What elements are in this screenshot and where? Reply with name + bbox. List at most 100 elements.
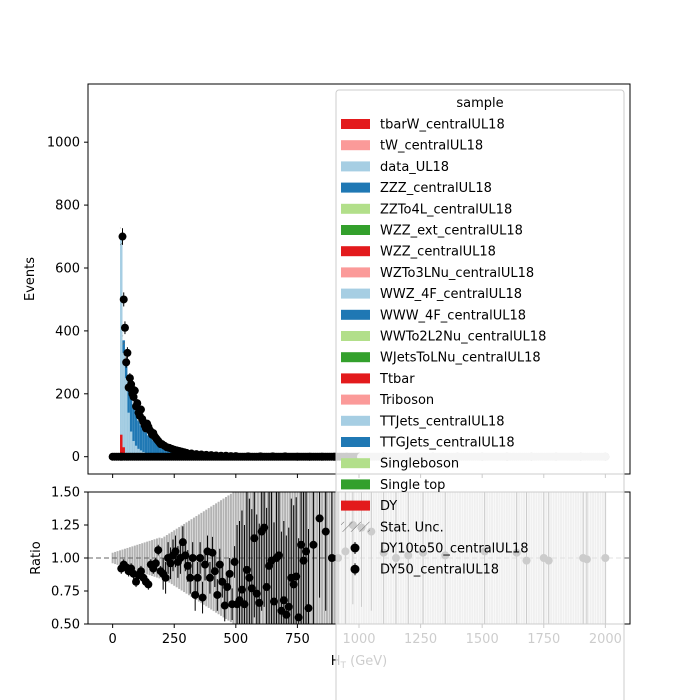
ratio-point-39 [213, 590, 222, 599]
legend-title: sample [456, 96, 503, 111]
data-point-13 [133, 399, 142, 408]
ratio-band-20 [116, 551, 119, 565]
data-point-4 [122, 358, 131, 367]
ratio-y-tick-label-0: 0.50 [51, 618, 80, 633]
bar-0-15 [156, 444, 160, 457]
ratio-point-78 [315, 514, 324, 523]
legend-label-10: WWTo2L2Nu_centralUL18 [380, 330, 546, 345]
legend-label-6: WZZ_centralUL18 [380, 245, 496, 260]
legend-label-20: DY10to50_centralUL18 [380, 542, 529, 557]
bar-0-9 [142, 429, 145, 457]
ratio-y-tick-label-3: 1.25 [51, 519, 80, 534]
main-y-tick-label-4: 800 [55, 199, 80, 214]
ratio-band-510 [237, 492, 240, 624]
legend-swatch-8 [341, 288, 370, 299]
legend-swatch-4 [341, 203, 370, 214]
main-y-tick-label-3: 600 [55, 261, 80, 276]
ratio-band-440 [220, 500, 223, 616]
ratio-band-60 [126, 547, 129, 569]
bar-0-7 [137, 420, 140, 457]
main-y-tick-label-1: 200 [55, 387, 80, 402]
ratio-x-tick-label-0: 0 [108, 632, 116, 647]
ratio-band-450 [222, 498, 225, 618]
ratio-point-77 [309, 540, 318, 549]
legend-label-9: WWW_4F_centralUL18 [380, 308, 526, 323]
data-point-10 [129, 392, 138, 401]
bar-2-1 [122, 447, 125, 457]
ratio-point-79 [321, 527, 330, 536]
legend-swatch-14 [341, 415, 370, 426]
bar-1-6 [134, 445, 138, 457]
ratio-y-axis: 0.50 0.75 1.00 1.25 1.50 [51, 486, 88, 633]
ratio-band-570 [252, 492, 255, 624]
data-point-3 [120, 323, 129, 332]
legend-swatch-10 [341, 331, 370, 341]
bar-0-18 [164, 447, 167, 457]
data-point-5 [123, 348, 132, 357]
ratio-band-410 [212, 504, 215, 612]
stat-unc-7 [137, 419, 140, 422]
legend-label-21: DY50_centralUL18 [380, 563, 499, 578]
legend-label-11: WJetsToLNu_centralUL18 [380, 351, 541, 366]
ratio-point-15 [154, 546, 163, 555]
bar-1-0 [120, 236, 123, 457]
legend-swatch-7 [341, 267, 370, 278]
legend-swatch-6 [341, 246, 370, 257]
ratio-point-33 [198, 593, 207, 602]
ratio-point-31 [193, 573, 202, 582]
legend-label-13: Triboson [379, 393, 434, 408]
ratio-band-150 [148, 540, 151, 576]
ratio-band-190 [158, 537, 161, 579]
legend-label-14: TTJets_centralUL18 [379, 414, 505, 429]
legend-label-18: DY [380, 499, 397, 514]
ratio-band-120 [141, 543, 144, 573]
ratio-band-870 [325, 492, 328, 624]
ratio-point-18 [161, 573, 170, 582]
bar-0-8 [139, 425, 143, 457]
legend-swatch-11 [341, 352, 370, 363]
ratio-point-11 [144, 580, 153, 589]
data-point-11 [130, 386, 139, 395]
ratio-x-tick-label-1: 250 [162, 632, 187, 647]
stat-unc-10 [144, 431, 148, 434]
legend-label-12: Ttbar [379, 372, 415, 387]
ratio-point-44 [225, 569, 234, 578]
data-point-8 [127, 380, 136, 389]
legend-marker-21 [350, 564, 360, 574]
bar-0-10 [144, 432, 148, 457]
legend-box [335, 89, 625, 700]
data-point-2 [119, 295, 128, 304]
bar-0-4 [129, 395, 133, 457]
main-y-axis-label: Events [23, 257, 38, 301]
ratio-band-700 [284, 492, 287, 624]
legend: sample tbarW_centralUL18 tW_centralUL18da… [335, 89, 625, 700]
ratio-x-tick-label-3: 750 [285, 632, 310, 647]
bar-0-11 [147, 435, 150, 457]
bar-1-2 [124, 378, 128, 457]
legend-label-19: Stat. Unc. [380, 520, 444, 535]
main-y-tick-label-2: 400 [55, 324, 80, 339]
ratio-point-28 [186, 573, 195, 582]
legend-swatch-16 [341, 458, 370, 469]
bar-0-5 [132, 406, 135, 457]
bar-2-0 [120, 434, 123, 457]
ratio-point-76 [304, 604, 313, 613]
legend-marker-20 [350, 543, 360, 553]
legend-swatch-5 [341, 225, 370, 235]
ratio-x-tick-label-2: 500 [223, 632, 248, 647]
ratio-point-32 [196, 554, 205, 562]
main-y-tick-label-0: 0 [72, 450, 80, 465]
ratio-y-tick-label-1: 0.75 [51, 585, 80, 600]
ratio-band-710 [286, 492, 289, 624]
legend-label-3: ZZZ_centralUL18 [380, 181, 492, 196]
ratio-point-36 [205, 573, 214, 582]
main-y-tick-label-5: 1000 [47, 136, 80, 151]
bar-1-1 [122, 352, 125, 457]
ratio-band-90 [133, 545, 136, 571]
legend-swatch-9 [341, 309, 370, 320]
legend-swatch-1 [341, 140, 370, 151]
bar-0-12 [149, 437, 153, 457]
legend-label-17: Single top [380, 478, 445, 493]
ratio-point-38 [210, 567, 219, 576]
